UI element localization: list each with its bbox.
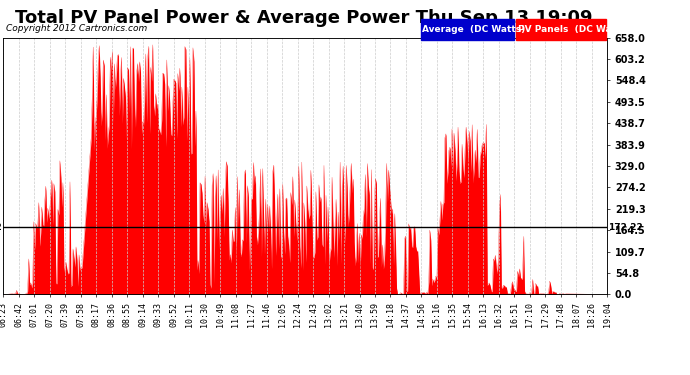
Text: PV Panels  (DC Watts): PV Panels (DC Watts) [518, 26, 629, 34]
Text: 172.22: 172.22 [0, 223, 2, 232]
Text: Total PV Panel Power & Average Power Thu Sep 13 19:09: Total PV Panel Power & Average Power Thu… [15, 9, 592, 27]
Text: Average  (DC Watts): Average (DC Watts) [422, 26, 526, 34]
Text: Copyright 2012 Cartronics.com: Copyright 2012 Cartronics.com [6, 24, 147, 33]
Text: 172.22: 172.22 [609, 223, 643, 232]
